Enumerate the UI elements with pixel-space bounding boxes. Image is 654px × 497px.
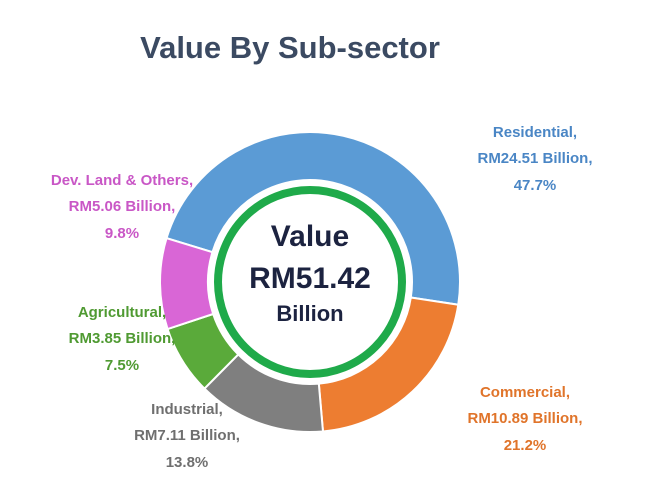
amount-label: RM24.51 Billion, — [477, 150, 592, 167]
slice — [165, 131, 461, 306]
amount-label: RM3.85 Billion, — [69, 330, 176, 347]
value-label: 13.8% — [166, 454, 209, 471]
slice-label: Commercial, — [480, 384, 570, 401]
center-label: Value — [271, 220, 349, 253]
center-label: RM51.42 — [249, 262, 371, 295]
amount-label: RM5.06 Billion, — [69, 198, 176, 215]
slice-label: Residential, — [493, 124, 577, 141]
slice-label: Dev. Land & Others, — [51, 172, 193, 189]
slice-label: Agricultural, — [78, 304, 166, 321]
value-label: 9.8% — [105, 225, 139, 242]
center-label: Billion — [276, 301, 343, 326]
amount-label: RM10.89 Billion, — [467, 410, 582, 427]
chart-title: Value By Sub-sector — [140, 30, 440, 65]
slice-label: Industrial, — [151, 401, 223, 418]
value-label: 47.7% — [514, 177, 557, 194]
amount-label: RM7.11 Billion, — [134, 427, 240, 444]
slice — [159, 236, 215, 331]
center-ring — [214, 186, 406, 378]
value-label: 7.5% — [105, 357, 139, 374]
value-label: 21.2% — [504, 437, 547, 454]
